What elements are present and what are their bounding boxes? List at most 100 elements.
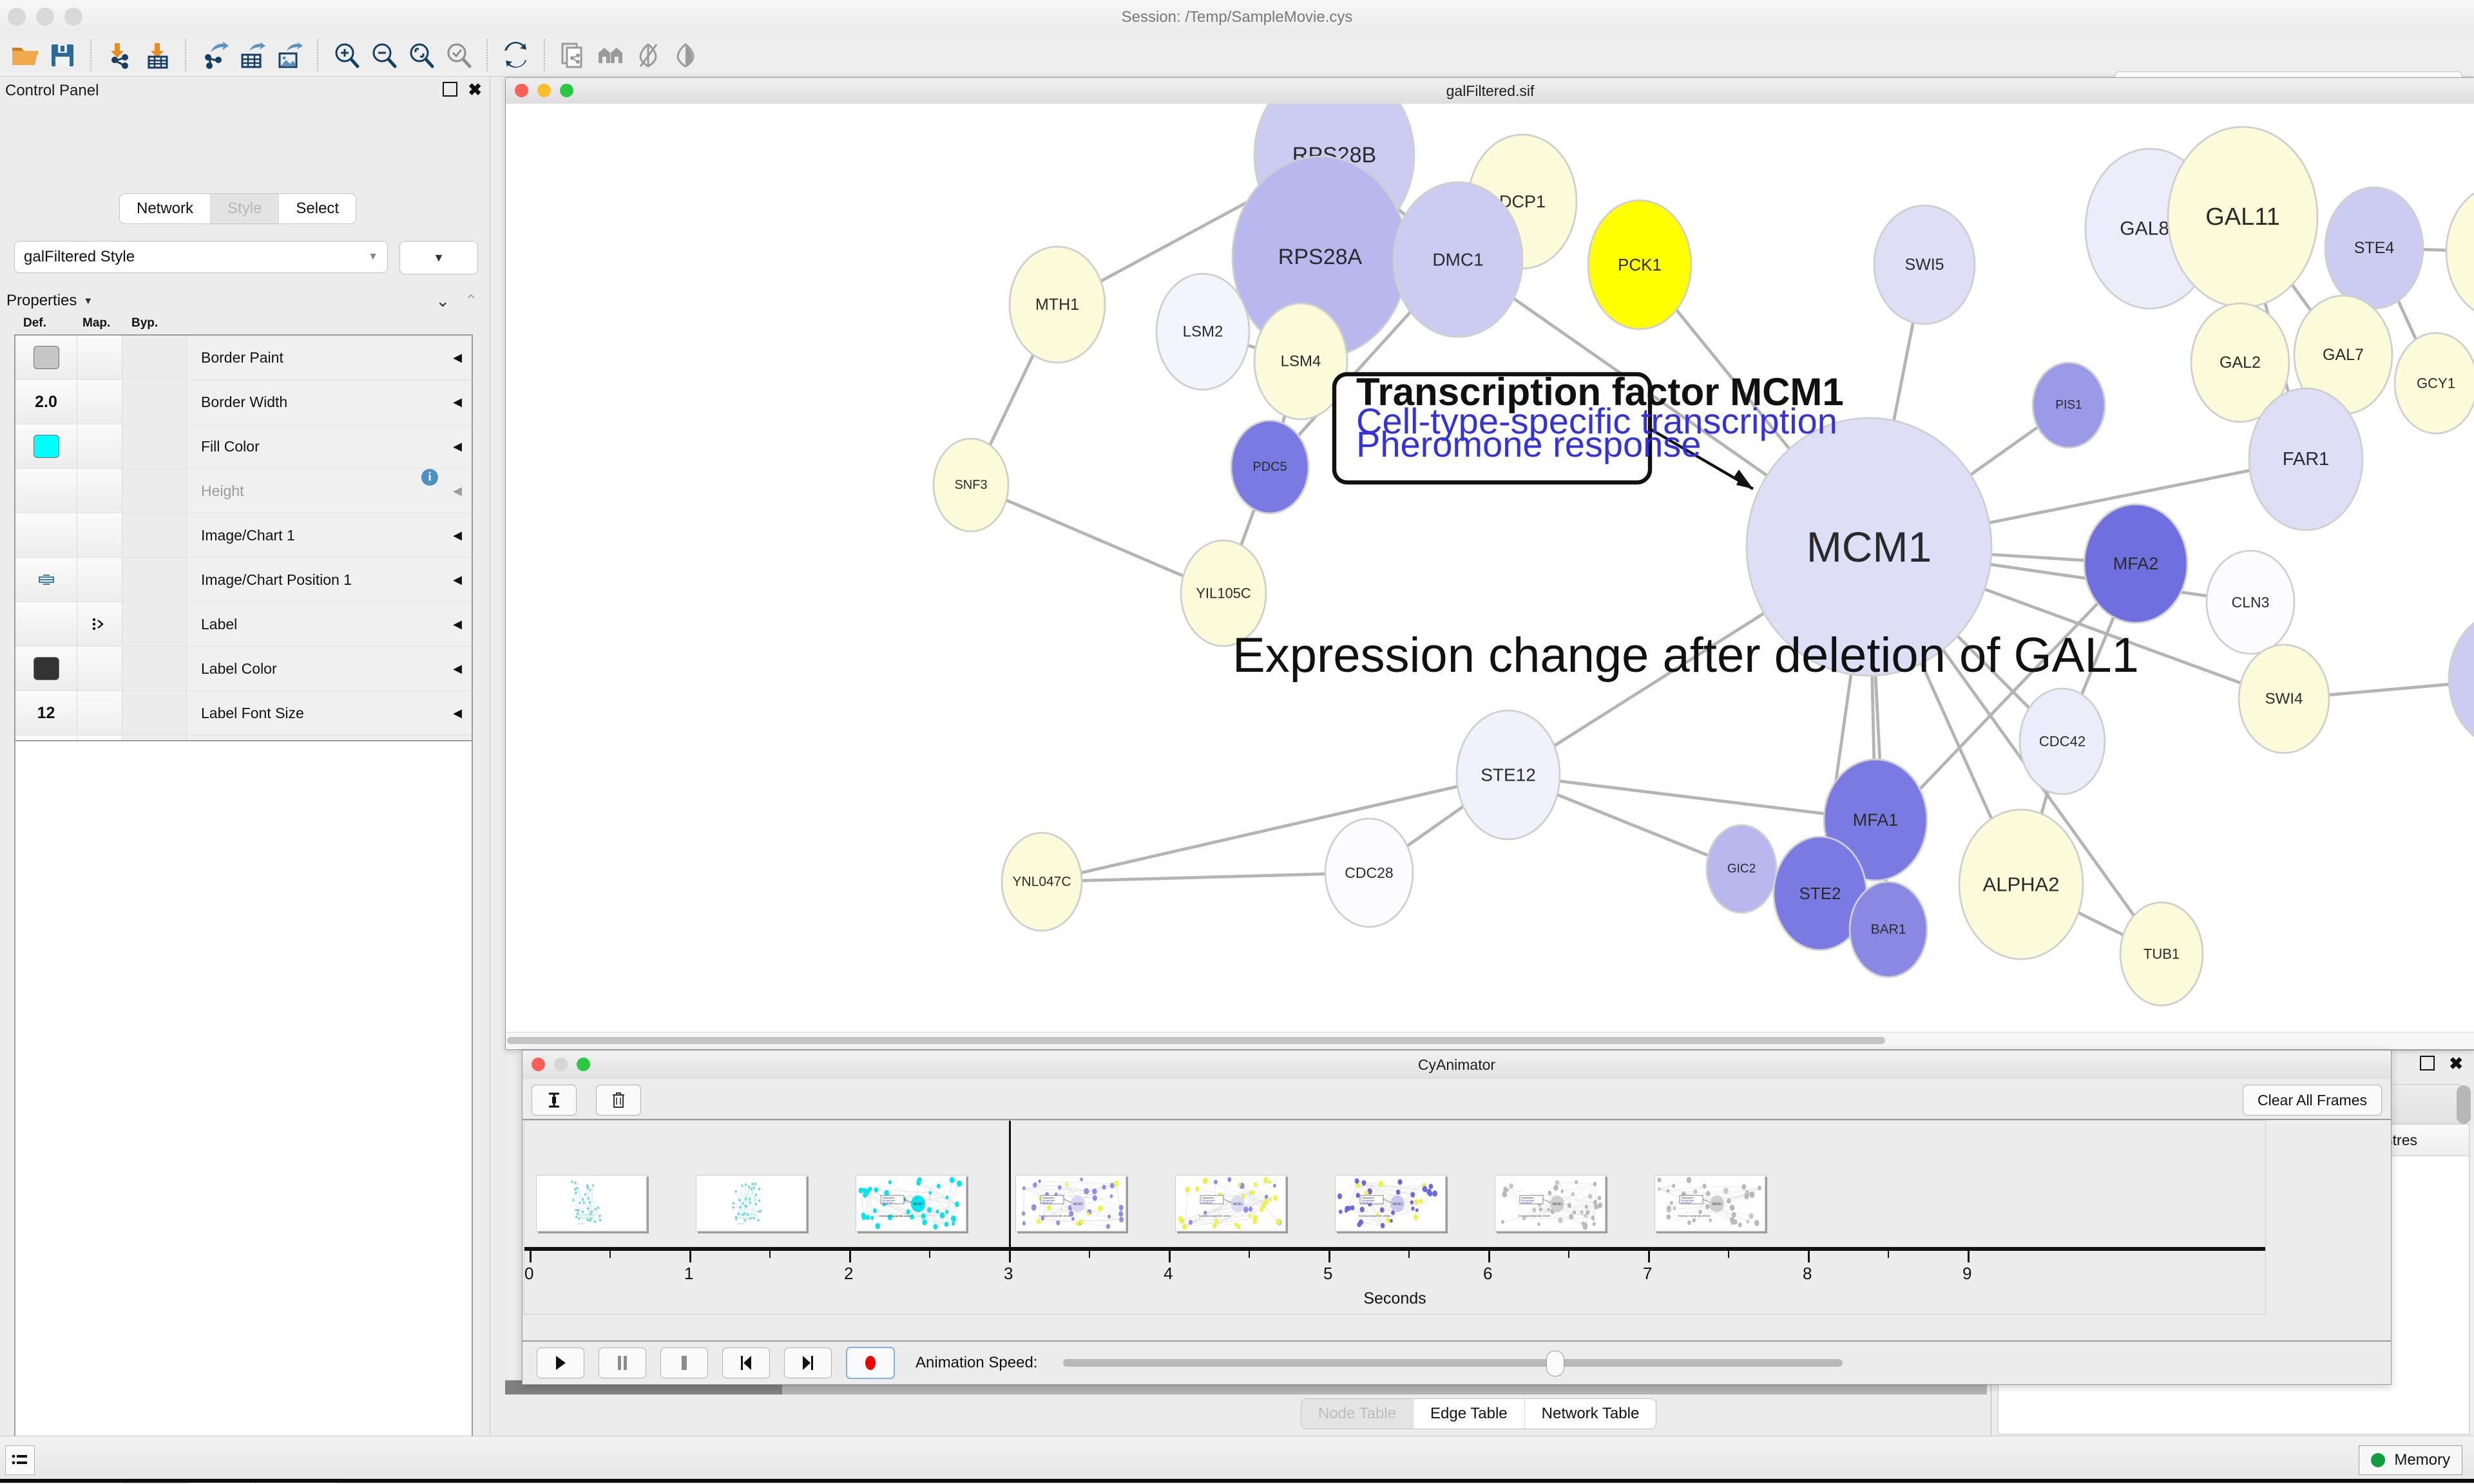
property-bypass-cell[interactable] <box>122 602 187 646</box>
network-node[interactable]: SWI4 <box>2239 645 2329 753</box>
network-node[interactable]: CLN3 <box>2207 551 2294 654</box>
network-node[interactable]: TUB1 <box>2120 902 2203 1005</box>
property-mapping-cell[interactable] <box>77 647 122 690</box>
network-node[interactable]: MFA2 <box>2084 504 2187 623</box>
info-icon[interactable]: i <box>421 469 438 486</box>
property-bypass-cell[interactable] <box>122 513 187 557</box>
property-expand-arrow[interactable]: ◀ <box>443 469 472 513</box>
property-bypass-cell[interactable] <box>122 469 187 513</box>
last-frame-button[interactable] <box>784 1347 832 1378</box>
export-network-icon[interactable] <box>196 37 233 74</box>
record-button[interactable] <box>846 1347 895 1379</box>
property-default-cell[interactable] <box>15 602 77 646</box>
control-panel-tabs[interactable]: Network Style Select <box>120 194 356 224</box>
property-bypass-cell[interactable] <box>122 691 187 735</box>
clear-all-frames-button[interactable]: Clear All Frames <box>2243 1085 2382 1116</box>
network-node[interactable]: YNL047C <box>1002 833 1082 931</box>
pause-button[interactable] <box>599 1347 646 1378</box>
network-node[interactable]: SNF3 <box>934 439 1008 531</box>
property-expand-arrow[interactable]: ◀ <box>443 336 472 379</box>
property-mapping-cell[interactable] <box>77 513 122 557</box>
tab-network[interactable]: Network <box>120 194 211 224</box>
property-bypass-cell[interactable] <box>122 380 187 424</box>
network-node[interactable]: GIC2 <box>1707 825 1776 913</box>
network-edge[interactable] <box>1042 873 1369 882</box>
zoom-fit-icon[interactable] <box>403 37 440 74</box>
network-node[interactable]: STE12 <box>1457 710 1560 839</box>
color-swatch[interactable] <box>34 346 59 369</box>
network-node[interactable]: BAR1 <box>1850 882 1927 977</box>
property-row[interactable]: Image/Chart 1◀ <box>15 513 472 558</box>
slider-knob[interactable] <box>1546 1351 1564 1376</box>
property-mapping-cell[interactable] <box>77 469 122 513</box>
scrollbar-thumb[interactable] <box>2457 1085 2471 1124</box>
property-expand-arrow[interactable]: ◀ <box>443 513 472 557</box>
property-row[interactable]: Border Paint◀ <box>15 336 472 380</box>
color-swatch[interactable] <box>34 435 59 458</box>
property-default-cell[interactable]: 12 <box>15 691 77 735</box>
properties-menu-icon[interactable]: ▼ <box>83 296 93 307</box>
network-node[interactable]: SLT2 <box>2449 613 2474 747</box>
network-edge[interactable] <box>1042 775 1508 882</box>
tab-edge-table[interactable]: Edge Table <box>1414 1399 1525 1429</box>
property-default-cell[interactable]: 2.0 <box>15 380 77 424</box>
property-row[interactable]: Label◀ <box>15 602 472 647</box>
property-mapping-cell[interactable] <box>77 380 122 424</box>
tab-node-table[interactable]: Node Table <box>1301 1399 1414 1429</box>
node-shape[interactable] <box>2446 185 2474 319</box>
network-node[interactable]: FAR1 <box>2249 388 2363 530</box>
property-default-cell[interactable] <box>15 558 77 602</box>
table-vertical-scrollbar[interactable] <box>2457 1085 2471 1356</box>
collapse-all-icon[interactable]: ⌃ <box>464 291 478 311</box>
save-icon[interactable] <box>44 37 81 74</box>
style-select-dropdown[interactable]: galFiltered Style ▼ <box>14 241 388 273</box>
property-mapping-cell[interactable] <box>77 336 122 379</box>
property-row[interactable]: Image/Chart Position 1◀ <box>15 558 472 602</box>
export-image-icon[interactable] <box>271 37 308 74</box>
stop-button[interactable] <box>660 1347 708 1378</box>
style-options-button[interactable]: ▼ <box>399 241 478 274</box>
task-list-button[interactable] <box>5 1445 35 1475</box>
property-default-cell[interactable] <box>15 469 77 513</box>
property-expand-arrow[interactable]: ◀ <box>443 602 472 646</box>
zoom-selected-icon[interactable] <box>440 37 477 74</box>
show-all-icon[interactable] <box>667 37 704 74</box>
first-frame-button[interactable] <box>722 1347 770 1378</box>
property-expand-arrow[interactable]: ◀ <box>443 558 472 602</box>
float-table-panel-button[interactable] <box>2420 1056 2435 1070</box>
property-bypass-cell[interactable] <box>122 336 187 379</box>
refresh-icon[interactable] <box>497 37 535 74</box>
new-network-icon[interactable] <box>555 37 592 74</box>
property-row[interactable]: Label Color◀ <box>15 647 472 691</box>
network-node[interactable]: LSM2 <box>1156 274 1249 390</box>
annotation-box[interactable]: Transcription factor MCM1 Cell-type-spec… <box>1334 370 1844 482</box>
property-expand-arrow[interactable]: ◀ <box>443 424 472 468</box>
property-bypass-cell[interactable] <box>122 647 187 690</box>
property-expand-arrow[interactable]: ◀ <box>443 380 472 424</box>
property-mapping-cell[interactable] <box>77 602 122 646</box>
timeline-playhead[interactable] <box>1009 1121 1011 1250</box>
close-panel-icon[interactable]: ✖ <box>468 83 482 96</box>
property-bypass-cell[interactable] <box>122 424 187 468</box>
color-swatch[interactable] <box>34 657 59 680</box>
property-default-cell[interactable] <box>15 336 77 379</box>
network-node[interactable]: GCY1 <box>2395 333 2474 433</box>
network-node[interactable]: CDC28 <box>1325 819 1413 927</box>
property-default-cell[interactable] <box>15 513 77 557</box>
property-mapping-cell[interactable] <box>77 424 122 468</box>
play-button[interactable] <box>537 1347 584 1378</box>
property-default-cell[interactable] <box>15 647 77 690</box>
property-mapping-cell[interactable] <box>77 558 122 602</box>
